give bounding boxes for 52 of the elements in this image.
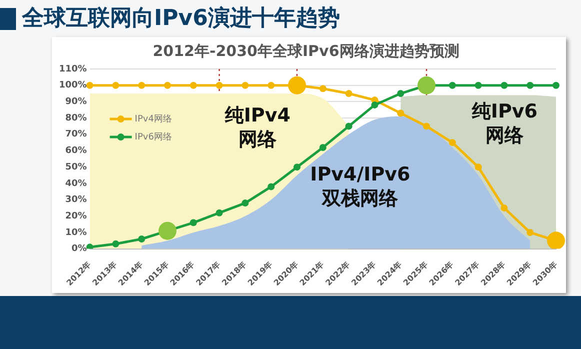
point xyxy=(345,122,352,130)
point xyxy=(448,139,456,146)
y-tick-label: 90% xyxy=(65,97,87,108)
point xyxy=(500,82,508,89)
point xyxy=(190,219,197,226)
y-tick-label: 10% xyxy=(65,228,87,238)
point xyxy=(371,101,378,108)
y-tick-label: 100% xyxy=(58,80,87,91)
y-tick-label: 50% xyxy=(65,162,87,172)
point xyxy=(216,82,223,89)
y-tick-label: 110% xyxy=(58,64,87,74)
legend-label: IPv6网络 xyxy=(134,131,172,142)
legend-label: IPv4网络 xyxy=(134,113,172,124)
point xyxy=(242,82,249,89)
point xyxy=(319,144,326,151)
point xyxy=(138,82,146,89)
y-tick-label: 60% xyxy=(65,146,87,156)
point xyxy=(552,82,560,89)
point xyxy=(500,204,508,212)
point xyxy=(397,110,404,117)
chart-title: 全球互联网向IPv6演进十年趋势 xyxy=(22,5,340,33)
point xyxy=(474,164,482,171)
point xyxy=(138,236,146,243)
y-tick-label: 30% xyxy=(65,195,87,206)
point xyxy=(526,228,534,236)
point xyxy=(294,164,301,171)
point xyxy=(242,200,249,207)
y-tick-label: 70% xyxy=(65,130,87,140)
point xyxy=(268,183,275,190)
annotation: IPv4/IPv6 双栈网络 xyxy=(310,164,410,210)
y-tick-label: 20% xyxy=(65,211,87,222)
point xyxy=(526,82,534,89)
point xyxy=(164,82,172,89)
point xyxy=(112,82,120,89)
point xyxy=(86,82,94,89)
point xyxy=(268,82,275,89)
point xyxy=(112,240,120,248)
chart-subtitle: 2012年-2030年全球IPv6网络演进趋势预测 xyxy=(152,42,460,60)
y-tick-label: 40% xyxy=(65,178,87,189)
point xyxy=(397,90,404,98)
point xyxy=(319,85,326,92)
point xyxy=(190,82,197,89)
point xyxy=(216,209,223,216)
point xyxy=(423,122,430,130)
point xyxy=(86,244,94,249)
annotation: 纯IPv4 网络 xyxy=(224,104,290,150)
point xyxy=(448,82,456,89)
point xyxy=(474,82,482,89)
y-tick-label: 80% xyxy=(65,113,87,124)
y-tick-label: 0% xyxy=(72,244,87,254)
annotation: 纯IPv6 网络 xyxy=(470,100,538,147)
point xyxy=(345,90,352,98)
